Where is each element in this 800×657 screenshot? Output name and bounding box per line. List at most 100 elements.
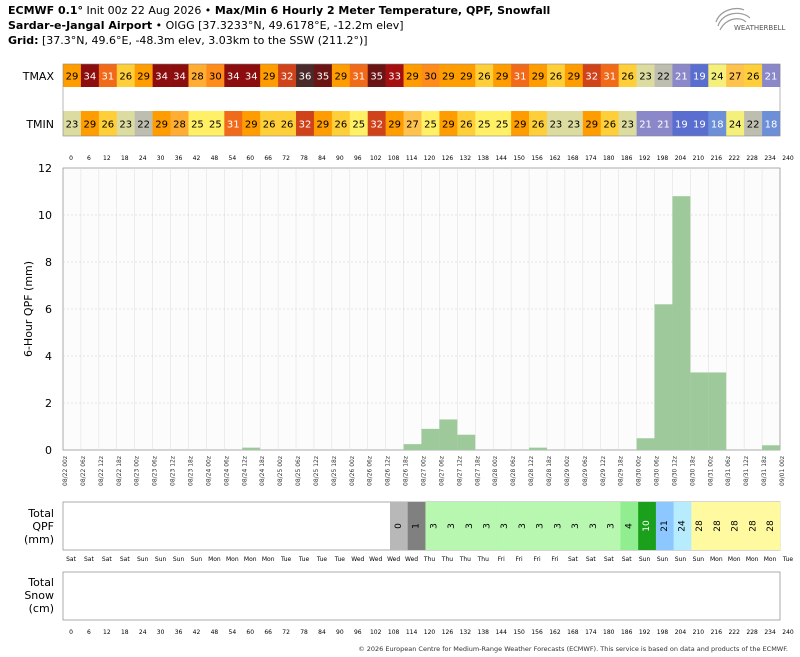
tmax-value: 29 — [263, 72, 276, 83]
tmax-value: 35 — [370, 72, 383, 83]
total-qpf-value: 3 — [465, 523, 475, 529]
day-label: Wed — [405, 556, 418, 563]
hour-tick-label: 84 — [318, 155, 326, 162]
total-qpf-value: 28 — [695, 520, 705, 532]
hour-tick-label: 162 — [549, 155, 561, 162]
qpf-xtick-label: 08/24 18z — [259, 456, 266, 486]
hour-tick-label: 156 — [531, 155, 543, 162]
total-qpf-cell — [390, 502, 409, 550]
tmax-value: 26 — [550, 72, 563, 83]
tmin-value: 25 — [496, 120, 509, 131]
header-line-1: ECMWF 0.1° Init 00z 22 Aug 2026 • Max/Mi… — [8, 4, 550, 17]
total-qpf-cell — [443, 502, 462, 550]
hour-tick-label: 108 — [388, 155, 400, 162]
tmax-value: 36 — [299, 72, 312, 83]
snow-hour-label: 48 — [211, 629, 219, 636]
total-qpf-cell — [673, 502, 692, 550]
tmax-cell — [63, 64, 82, 87]
total-qpf-value: 3 — [589, 523, 599, 529]
snow-hour-label: 156 — [531, 629, 543, 636]
total-qpf-row-label: (mm) — [24, 533, 54, 546]
snow-hour-label: 66 — [264, 629, 272, 636]
total-qpf-value: 0 — [394, 523, 404, 529]
tmin-value: 23 — [66, 120, 79, 131]
qpf-xtick-label: 08/29 06z — [582, 456, 589, 486]
total-qpf-cell — [425, 502, 444, 550]
qpf-xtick-label: 08/29 12z — [600, 456, 607, 486]
day-label: Fri — [551, 556, 558, 563]
tmax-cell — [529, 64, 548, 87]
tmin-cell — [242, 111, 261, 136]
tmin-value: 26 — [603, 120, 616, 131]
tmin-cell — [529, 111, 548, 136]
qpf-bar — [439, 419, 458, 450]
snow-hour-label: 108 — [388, 629, 400, 636]
day-label: Fri — [533, 556, 540, 563]
tmax-cell — [690, 64, 709, 87]
tmax-value: 29 — [406, 72, 419, 83]
qpf-bar — [672, 196, 691, 450]
day-label: Thu — [423, 556, 435, 563]
qpf-ytick-label: 0 — [45, 444, 52, 457]
tmin-cell — [636, 111, 655, 136]
qpf-xtick-label: 08/31 06z — [725, 456, 732, 486]
tmax-value: 31 — [101, 72, 114, 83]
tmin-value: 27 — [406, 120, 419, 131]
hour-tick-label: 18 — [121, 155, 129, 162]
tmax-value: 30 — [209, 72, 222, 83]
qpf-bar — [421, 428, 440, 450]
tmin-cell — [206, 111, 225, 136]
day-label: Sun — [137, 556, 149, 563]
qpf-xtick-label: 08/25 18z — [331, 456, 338, 486]
snow-hour-label: 222 — [728, 629, 740, 636]
hour-tick-label: 138 — [478, 155, 490, 162]
snow-hour-label: 132 — [460, 629, 472, 636]
qpf-xtick-label: 08/25 00z — [277, 456, 284, 486]
hour-tick-label: 126 — [442, 155, 454, 162]
qpf-bar — [762, 445, 780, 450]
total-qpf-cell — [460, 502, 479, 550]
day-label: Sun — [191, 556, 203, 563]
day-label: Mon — [262, 556, 275, 563]
day-label: Sat — [586, 556, 596, 563]
tmax-cell — [188, 64, 207, 87]
tmax-cell — [170, 64, 189, 87]
station-name: Sardar-e-Jangal Airport — [8, 19, 153, 32]
snow-hour-label: 120 — [424, 629, 436, 636]
hour-tick-label: 102 — [370, 155, 382, 162]
qpf-bar — [636, 438, 655, 450]
day-label: Mon — [226, 556, 239, 563]
qpf-bar — [690, 372, 709, 450]
tmax-value: 27 — [729, 72, 742, 83]
snow-hour-label: 138 — [478, 629, 490, 636]
tmin-value: 32 — [370, 120, 383, 131]
tmin-value: 29 — [514, 120, 527, 131]
hour-tick-label: 66 — [264, 155, 272, 162]
qpf-xtick-label: 08/27 00z — [421, 456, 428, 486]
total-qpf-value: 21 — [660, 520, 670, 531]
tmax-value: 29 — [66, 72, 79, 83]
qpf-xtick-label: 08/28 18z — [546, 456, 553, 486]
day-label: Sat — [622, 556, 632, 563]
day-label: Sun — [155, 556, 167, 563]
tmin-cell — [511, 111, 530, 136]
tmax-cell — [708, 64, 727, 87]
day-label: Sun — [693, 556, 705, 563]
qpf-xtick-label: 08/25 06z — [295, 456, 302, 486]
tmin-value: 28 — [173, 120, 186, 131]
day-label: Mon — [244, 556, 257, 563]
tmin-cell — [385, 111, 404, 136]
tmax-cell — [331, 64, 351, 87]
tmax-cell — [313, 64, 333, 87]
tmax-value: 22 — [657, 72, 670, 83]
total-qpf-value: 28 — [766, 520, 776, 532]
total-qpf-value: 3 — [429, 523, 439, 529]
snow-hour-label: 54 — [229, 629, 237, 636]
tmax-value: 32 — [281, 72, 294, 83]
day-label: Sat — [102, 556, 112, 563]
qpf-bar — [529, 447, 547, 450]
hour-tick-label: 174 — [585, 155, 597, 162]
snow-hour-label: 126 — [442, 629, 454, 636]
tmax-cell — [672, 64, 691, 87]
